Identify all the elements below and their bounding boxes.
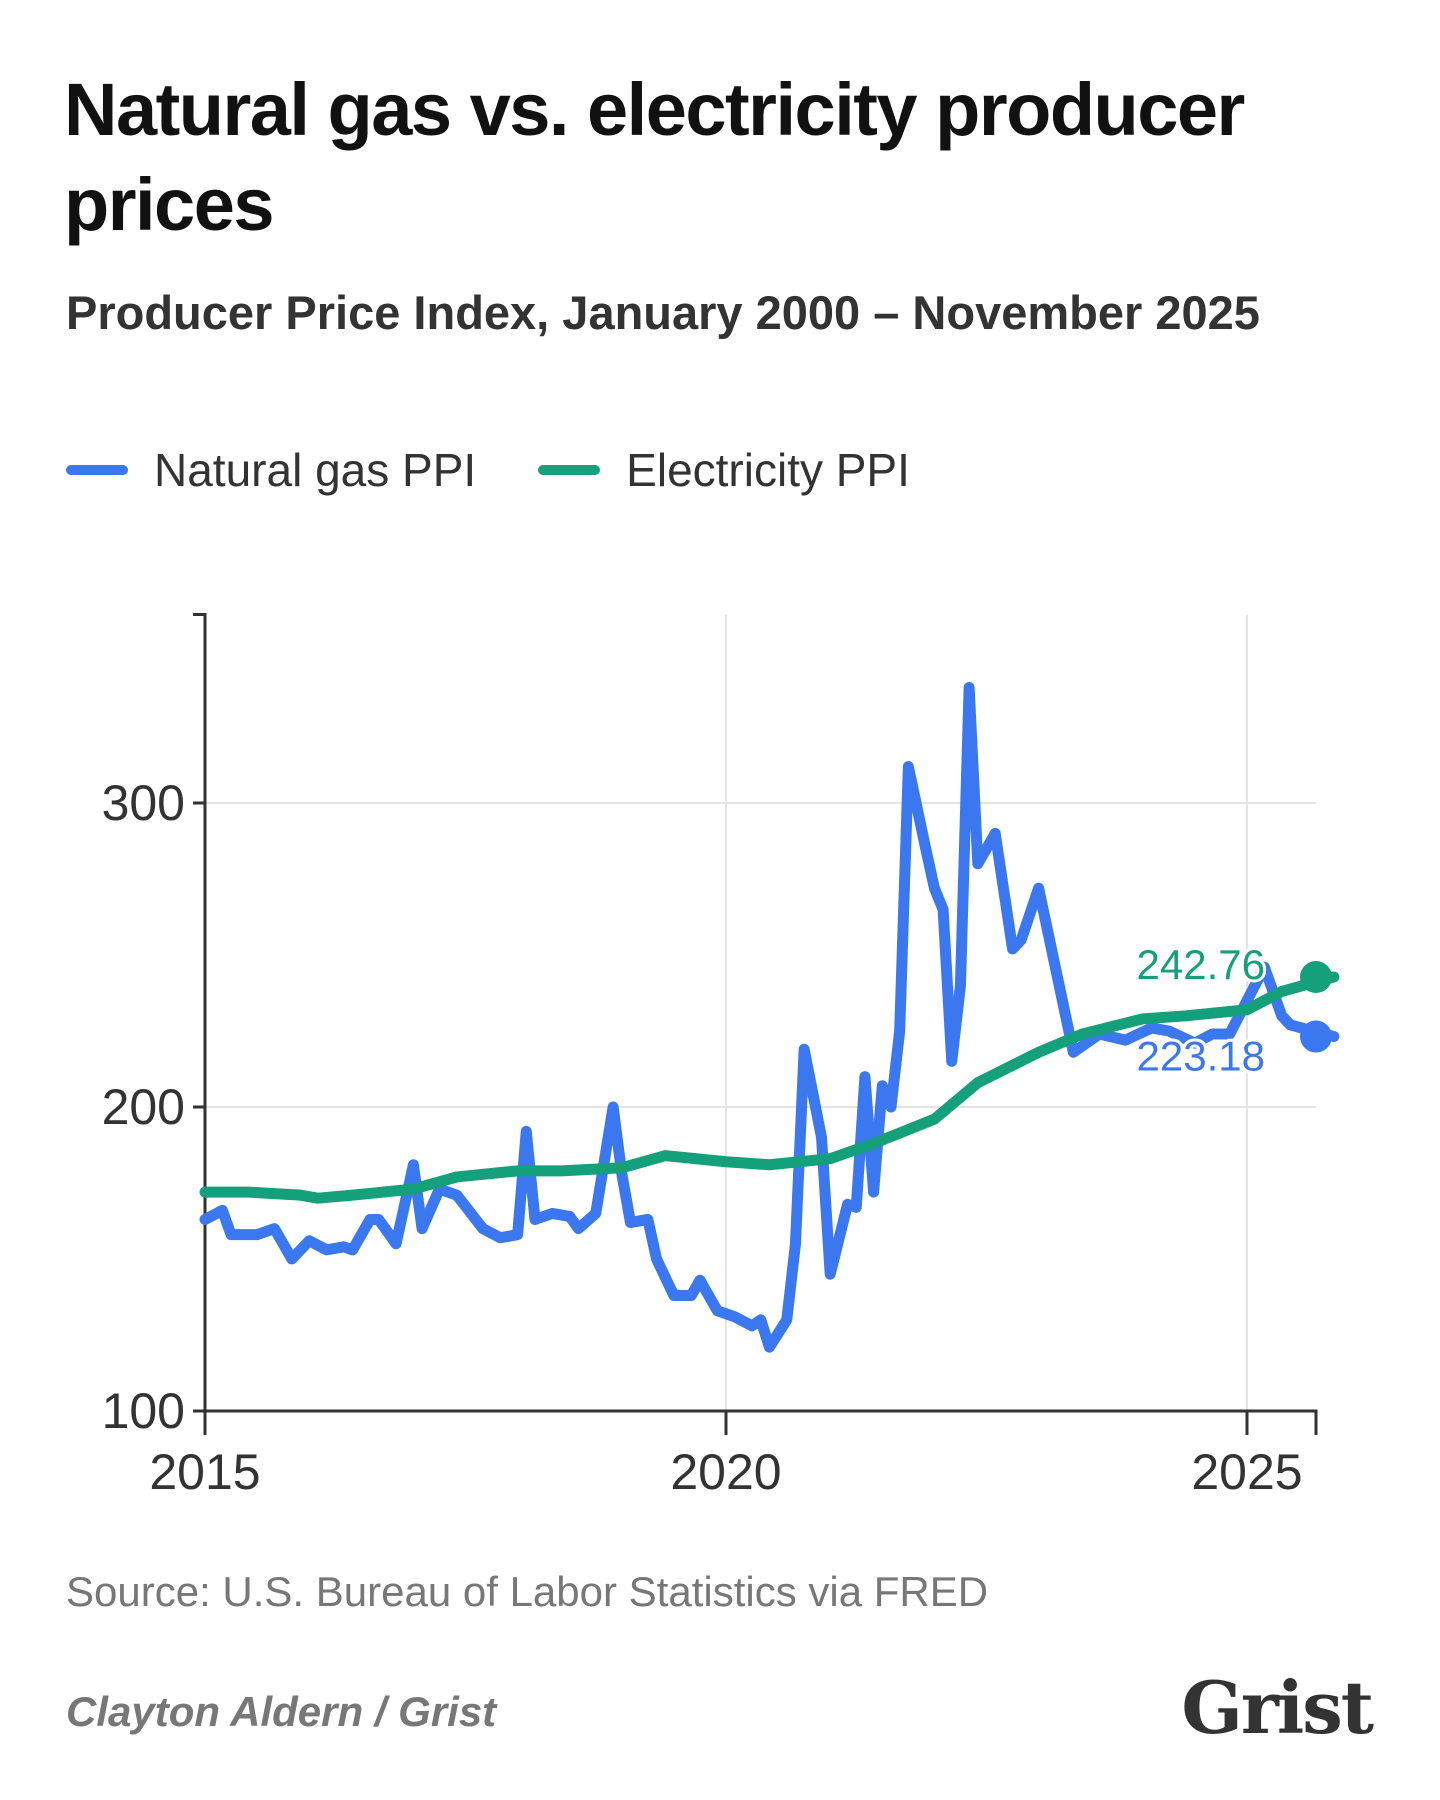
series-line-natural-gas xyxy=(199,681,1340,1353)
legend: Natural gas PPI Electricity PPI xyxy=(66,443,972,497)
legend-swatch-natural-gas xyxy=(66,465,128,475)
end-point-electricity xyxy=(1300,961,1332,994)
grist-logo: Grist xyxy=(1181,1665,1374,1750)
x-tick-label: 2015 xyxy=(149,1444,260,1500)
chart-subtitle: Producer Price Index, January 2000 – Nov… xyxy=(66,286,1260,339)
legend-label-electricity: Electricity PPI xyxy=(626,444,910,496)
series-line-electricity xyxy=(199,971,1340,1204)
legend-item-natural-gas: Natural gas PPI xyxy=(66,443,476,497)
y-tick-label: 200 xyxy=(102,1079,185,1135)
x-tick-label: 2025 xyxy=(1191,1444,1302,1500)
y-tick-label: 100 xyxy=(102,1383,185,1439)
x-tick-label: 2020 xyxy=(670,1444,781,1500)
end-point-natural-gas xyxy=(1300,1020,1332,1053)
credit: Clayton Aldern / Grist xyxy=(66,1688,497,1735)
end-label-electricity: 242.76 xyxy=(1137,941,1265,988)
legend-label-natural-gas: Natural gas PPI xyxy=(154,444,477,496)
source-note: Source: U.S. Bureau of Labor Statistics … xyxy=(66,1568,989,1615)
legend-item-electricity: Electricity PPI xyxy=(538,443,910,497)
end-label-natural-gas: 223.18 xyxy=(1137,1033,1265,1080)
chart-title: Natural gas vs. electricity producer pri… xyxy=(64,68,1245,246)
y-tick-label: 300 xyxy=(102,775,185,831)
legend-swatch-electricity xyxy=(538,465,601,475)
